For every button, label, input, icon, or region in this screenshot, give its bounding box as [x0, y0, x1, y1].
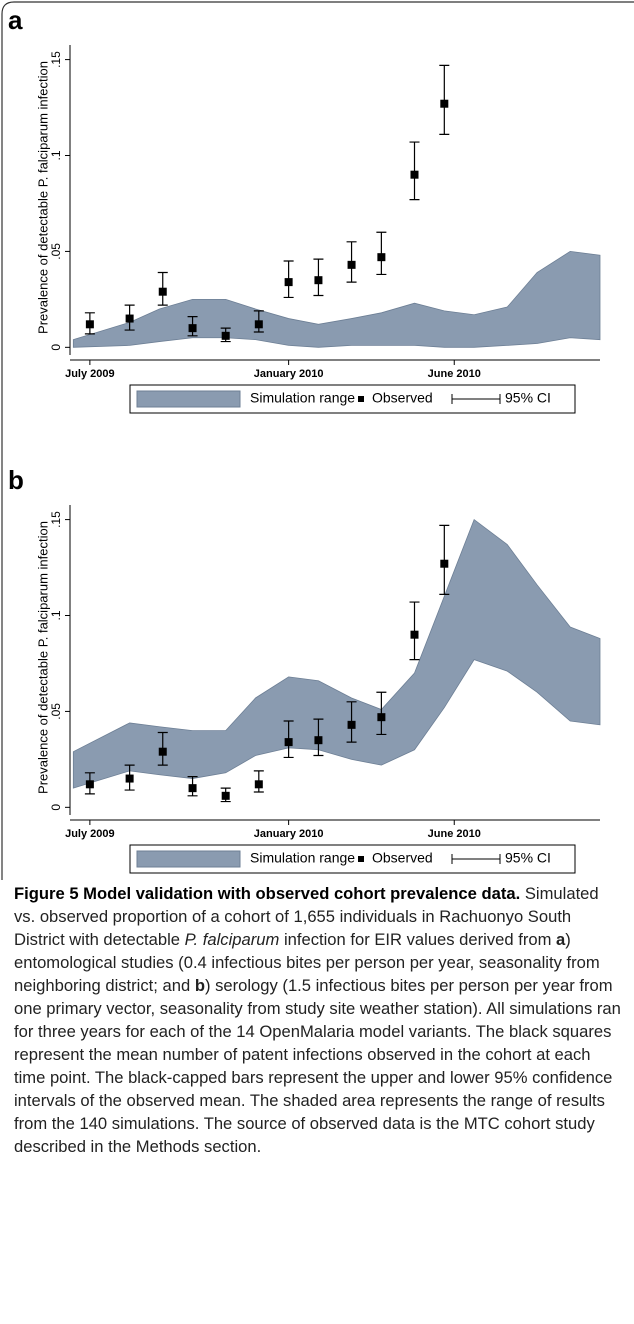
- x-tick-label: July 2009: [65, 368, 115, 380]
- legend-label: Simulation range: [250, 390, 355, 406]
- frame: [1, 1, 634, 880]
- caption-text: infection for EIR values derived from: [279, 930, 557, 949]
- caption-text: ) serology (1.5 infectious bites per per…: [14, 976, 621, 1156]
- observed-point: [188, 784, 197, 793]
- observed-point: [314, 736, 323, 745]
- observed-point: [158, 747, 167, 756]
- observed-point: [254, 320, 263, 329]
- caption-text: b: [194, 976, 205, 995]
- observed-point: [314, 276, 323, 285]
- legend-swatch: [136, 850, 241, 868]
- legend-label: Simulation range: [250, 850, 355, 866]
- y-tick-label: .15: [49, 51, 63, 68]
- observed-point: [347, 260, 356, 269]
- figure: a Prevalence of detectable P. falciparum …: [1, 1, 634, 880]
- observed-point: [188, 324, 197, 333]
- y-axis-label: Prevalence of detectable P. falciparum i…: [35, 521, 50, 794]
- observed-point: [158, 287, 167, 296]
- legend-errorbar: [451, 394, 501, 404]
- y-axis-label: Prevalence of detectable P. falciparum i…: [35, 61, 50, 334]
- legend-marker: [358, 856, 364, 862]
- observed-point: [125, 314, 134, 323]
- observed-point: [377, 713, 386, 722]
- panel-label: b: [8, 465, 24, 495]
- observed-point: [85, 780, 94, 789]
- simulation-band: [72, 518, 601, 789]
- observed-point: [85, 320, 94, 329]
- x-tick-label: January 2010: [254, 828, 324, 840]
- observed-point: [284, 738, 293, 747]
- x-tick-label: June 2010: [428, 368, 481, 380]
- simulation-band: [72, 250, 601, 348]
- observed-point: [221, 331, 230, 340]
- legend-marker: [358, 396, 364, 402]
- x-tick-label: June 2010: [428, 828, 481, 840]
- legend-box: [129, 384, 576, 414]
- legend-swatch: [136, 390, 241, 408]
- y-tick-label: 0: [49, 344, 63, 351]
- observed-point: [410, 630, 419, 639]
- observed-point: [440, 99, 449, 108]
- observed-point: [347, 720, 356, 729]
- panel-label: a: [8, 5, 23, 35]
- y-tick-label: .1: [49, 150, 63, 160]
- observed-point: [221, 791, 230, 800]
- caption-title: Figure 5 Model validation with observed …: [14, 884, 521, 903]
- y-tick-label: 0: [49, 804, 63, 811]
- legend-label: 95% CI: [505, 850, 551, 866]
- observed-point: [410, 170, 419, 179]
- y-tick-label: .1: [49, 610, 63, 620]
- observed-point: [284, 278, 293, 287]
- observed-point: [440, 559, 449, 568]
- y-tick-label: .05: [49, 703, 63, 720]
- y-tick-label: .15: [49, 511, 63, 528]
- caption-text: ) entomological studies (0.4 infectious …: [14, 930, 600, 995]
- legend-label: Observed: [372, 850, 433, 866]
- observed-point: [125, 774, 134, 783]
- caption-text: Simulated vs. observed proportion of a c…: [14, 884, 599, 949]
- x-tick-label: July 2009: [65, 828, 115, 840]
- caption: Figure 5 Model validation with observed …: [14, 882, 622, 1158]
- legend-label: Observed: [372, 390, 433, 406]
- caption-text: P. falciparum: [184, 930, 280, 949]
- caption-text: a: [556, 930, 566, 949]
- legend-errorbar: [451, 854, 501, 864]
- x-tick-label: January 2010: [254, 368, 324, 380]
- y-tick-label: .05: [49, 243, 63, 260]
- observed-point: [377, 253, 386, 262]
- legend-label: 95% CI: [505, 390, 551, 406]
- observed-point: [254, 780, 263, 789]
